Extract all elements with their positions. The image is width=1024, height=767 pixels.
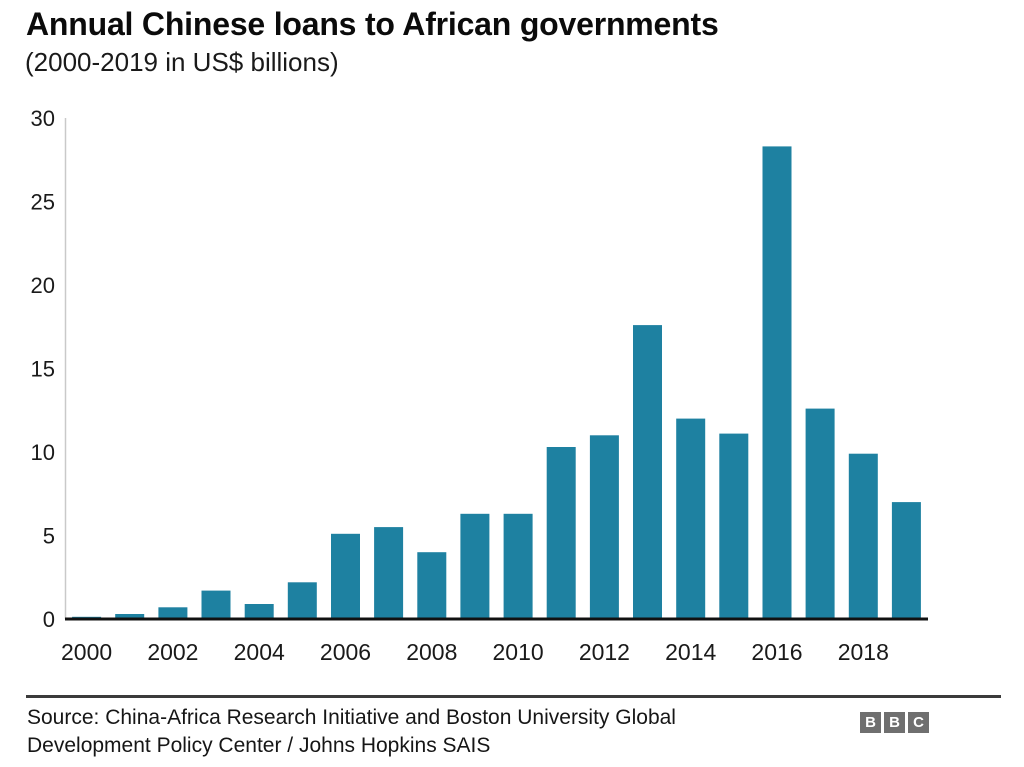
bar-2009: [460, 513, 490, 619]
bar-2001: [115, 614, 145, 619]
x-axis-tick-label: 2008: [406, 639, 457, 665]
bar-2010: [503, 513, 533, 619]
y-axis-tick-label: 20: [31, 273, 55, 298]
x-axis-tick-label: 2014: [665, 639, 716, 665]
y-axis-tick-label: 5: [43, 524, 55, 549]
source-text: Source: China-Africa Research Initiative…: [27, 704, 676, 760]
y-axis-tick-label: 30: [31, 106, 55, 131]
bbc-logo-letter-b2: B: [884, 712, 905, 733]
x-axis-tick-label: 2004: [234, 639, 285, 665]
y-axis-tick-label: 15: [31, 357, 55, 382]
bar-2013: [633, 325, 662, 619]
x-axis-tick-label: 2006: [320, 639, 371, 665]
y-axis-tick-label: 0: [43, 607, 55, 632]
bar-2006: [331, 533, 360, 619]
x-axis-tick-label: 2010: [493, 639, 544, 665]
bar-2011: [546, 447, 576, 619]
bbc-logo-letter-b1: B: [860, 712, 881, 733]
chart-title: Annual Chinese loans to African governme…: [26, 6, 719, 42]
footer-divider: [26, 695, 1001, 698]
bar-2015: [719, 433, 749, 619]
chart-subtitle: (2000-2019 in US$ billions): [25, 47, 339, 77]
bar-2016: [762, 146, 792, 619]
source-line-1: Source: China-Africa Research Initiative…: [27, 706, 676, 729]
bar-chart: 0 5 10 15 20 25 30 2000 2002 2004 2006 2008 2010 2012…: [31, 106, 928, 665]
bar-2007: [374, 527, 404, 619]
y-axis-tick-label: 10: [31, 440, 55, 465]
bar-2019: [891, 502, 921, 619]
bar-2005: [287, 582, 317, 619]
bar-2017: [805, 408, 835, 619]
x-axis-tick-label: 2016: [751, 639, 802, 665]
bar-2012: [589, 435, 619, 619]
bbc-logo: B B C: [860, 712, 929, 733]
bar-2004: [244, 604, 274, 619]
x-axis-tick-label: 2012: [579, 639, 630, 665]
bar-2008: [417, 552, 447, 619]
x-axis-tick-label: 2002: [147, 639, 198, 665]
y-axis-tick-label: 25: [31, 190, 55, 215]
x-axis-baseline: [65, 617, 928, 621]
source-line-2: Development Policy Center / Johns Hopkin…: [27, 734, 491, 757]
x-axis-tick-label: 2018: [838, 639, 889, 665]
bar-2018: [848, 453, 878, 619]
bar-2014: [676, 418, 706, 619]
bar-2003: [201, 590, 231, 619]
bbc-logo-letter-c: C: [908, 712, 929, 733]
x-axis-tick-label: 2000: [61, 639, 112, 665]
bar-2002: [158, 607, 188, 619]
